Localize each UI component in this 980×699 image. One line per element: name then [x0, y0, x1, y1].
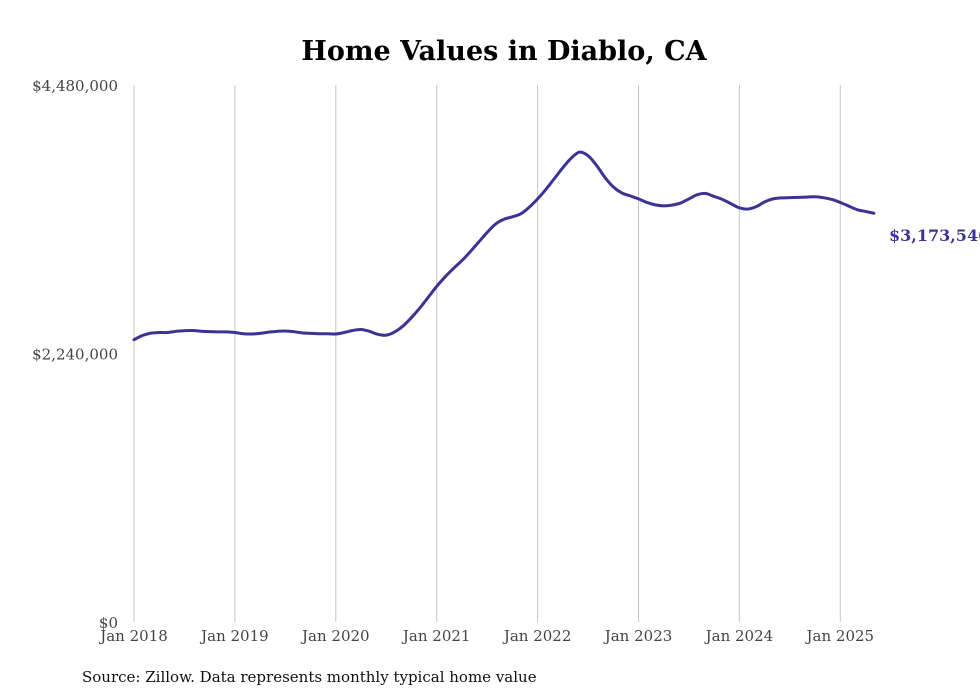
- end-value-label: $3,173,546: [889, 226, 980, 245]
- chart-title: Home Values in Diablo, CA: [301, 36, 707, 67]
- y-tick-label: $4,480,000: [32, 77, 118, 95]
- x-tick-label: Jan 2025: [805, 627, 875, 645]
- x-tick-label: Jan 2023: [603, 627, 673, 645]
- source-note: Source: Zillow. Data represents monthly …: [82, 668, 537, 686]
- x-tick-label: Jan 2021: [401, 627, 471, 645]
- axis-ticks: Jan 2018 Jan 2019 Jan 2020 Jan 2021 Jan 2022…: [32, 77, 874, 645]
- y-tick-label: $0: [99, 614, 118, 632]
- y-tick-label: $2,240,000: [32, 346, 118, 364]
- x-tick-label: Jan 2018: [98, 627, 168, 645]
- x-tick-label: Jan 2024: [704, 627, 774, 645]
- x-tick-label: Jan 2020: [300, 627, 370, 645]
- series-line: [132, 150, 876, 342]
- x-tick-label: Jan 2019: [199, 627, 269, 645]
- gridlines: [133, 85, 841, 622]
- x-tick-label: Jan 2022: [502, 627, 572, 645]
